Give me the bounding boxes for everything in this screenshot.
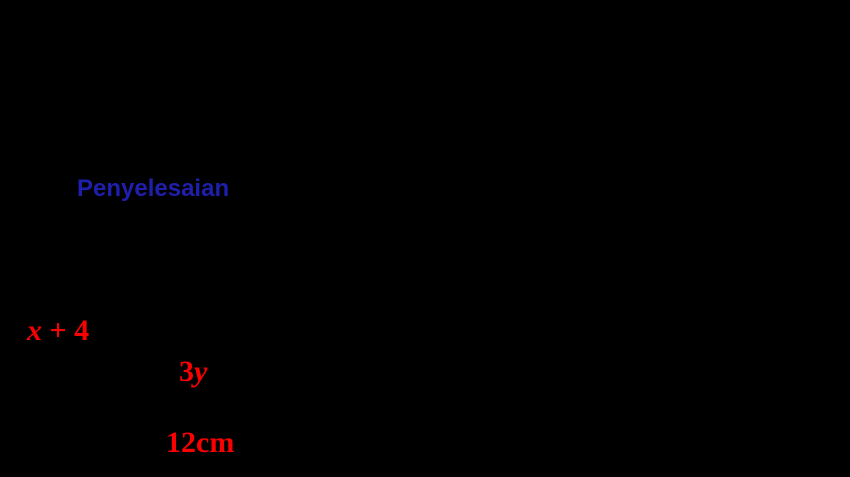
triangle-side-right-label: 3y	[179, 357, 207, 387]
side-left-suffix: + 4	[42, 314, 90, 347]
side-right-coefficient: 3	[179, 355, 194, 388]
side-right-variable: y	[194, 355, 208, 388]
triangle-side-left-label: x + 4	[27, 316, 89, 346]
triangle-base-label: 12cm	[166, 426, 235, 459]
solution-heading: Penyelesaian	[77, 175, 230, 202]
side-left-variable: x	[27, 314, 42, 347]
